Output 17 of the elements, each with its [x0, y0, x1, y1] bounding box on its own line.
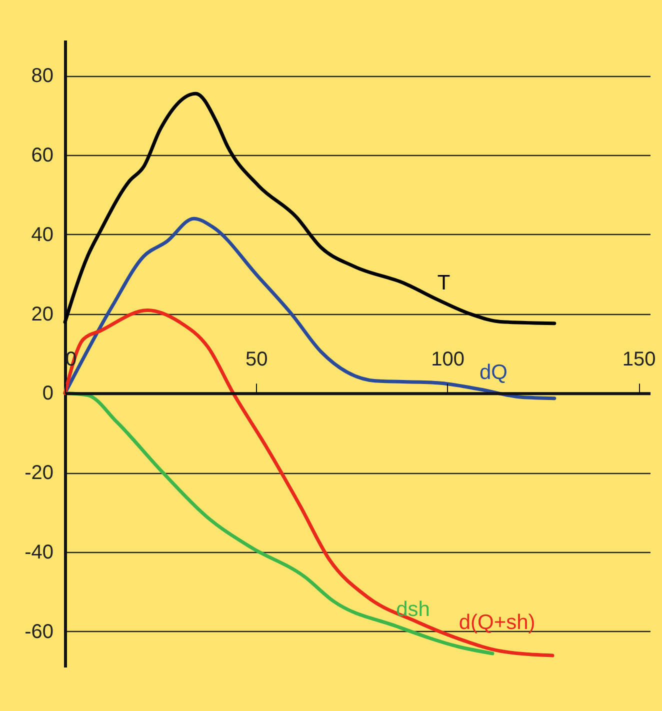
- x-tick-label: 50: [246, 348, 268, 371]
- line-series: [63, 92, 556, 326]
- series-label: dsh: [396, 598, 430, 622]
- series-label: d(Q+sh): [458, 610, 536, 634]
- y-tick-label: 0: [42, 382, 54, 405]
- y-tick-label: 60: [31, 144, 54, 167]
- x-tick-label: 100: [431, 348, 465, 371]
- series-label: dQ: [479, 361, 508, 384]
- series-label: T: [437, 272, 450, 295]
- y-tick-label: 80: [31, 65, 54, 88]
- x-tick-label: 150: [622, 348, 656, 371]
- y-tick-label: -20: [24, 462, 54, 484]
- y-tick-label: -60: [24, 620, 54, 643]
- y-tick-label: 40: [31, 224, 54, 246]
- line-series: [63, 308, 554, 658]
- y-tick-label: -40: [24, 541, 54, 564]
- y-tick-label: 20: [31, 303, 54, 326]
